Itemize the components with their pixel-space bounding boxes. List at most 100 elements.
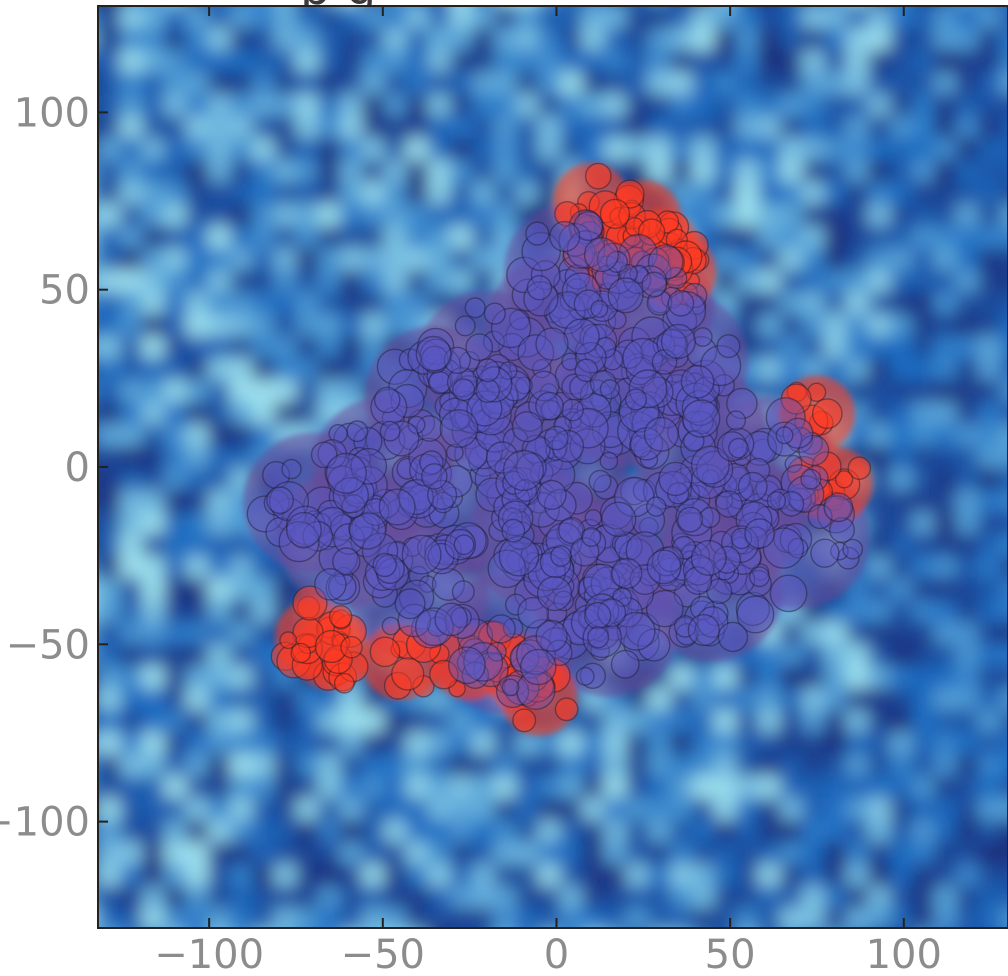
heatmap-cell [98, 930, 121, 953]
heatmap-cell [164, 534, 187, 557]
cell-circle [800, 468, 822, 490]
heatmap-cell [164, 688, 187, 711]
heatmap-cell [934, 116, 957, 139]
cell-circle [646, 549, 682, 585]
heatmap-cell [1000, 886, 1008, 909]
heatmap-cell [186, 600, 209, 623]
cell-circle [353, 426, 383, 456]
heatmap-cell [824, 28, 847, 51]
heatmap-cell [186, 72, 209, 95]
heatmap-cell [714, 710, 737, 733]
heatmap-cell [494, 798, 517, 821]
heatmap-cell [868, 358, 891, 381]
heatmap-cell [780, 50, 803, 73]
heatmap-cell [714, 270, 737, 293]
heatmap-cell [626, 864, 649, 887]
cell-circle [332, 523, 365, 555]
heatmap-cell [98, 402, 99, 425]
heatmap-cell [758, 644, 781, 667]
heatmap-cell [230, 710, 253, 733]
cell-circle [451, 411, 470, 429]
cell-circle [454, 437, 488, 471]
heatmap-cell [604, 798, 627, 821]
heatmap-cell [648, 732, 671, 755]
heatmap-cell [252, 688, 275, 711]
heatmap-cell [868, 226, 891, 249]
cell-circle [416, 415, 443, 442]
x-tick-label: −50 [341, 932, 425, 976]
heatmap-cell [912, 644, 935, 667]
heatmap-cell [120, 182, 143, 205]
heatmap-cell [956, 666, 979, 689]
heatmap-cell [824, 666, 847, 689]
heatmap-cell [186, 776, 209, 799]
heatmap-cell [120, 864, 143, 887]
heatmap-cell [450, 270, 473, 293]
heatmap-cell [538, 138, 561, 161]
cell-circle [356, 510, 388, 541]
heatmap-cell [472, 6, 495, 29]
heatmap-cell [98, 336, 121, 359]
heatmap-cell [736, 94, 759, 117]
cell-circle [365, 420, 406, 461]
heatmap-cell [318, 688, 341, 711]
heatmap-cell [758, 798, 781, 821]
cell-circle [383, 420, 420, 457]
heatmap-cell [604, 72, 627, 95]
heatmap-cell [978, 358, 1001, 381]
heatmap-cell [824, 248, 847, 271]
heatmap-cell [428, 864, 451, 887]
heatmap-cell [626, 160, 649, 183]
heatmap-cell [472, 798, 495, 821]
heatmap-cell [340, 842, 363, 865]
cell-circle [716, 334, 741, 359]
heatmap-cell [274, 226, 297, 249]
heatmap-cell [120, 402, 143, 425]
heatmap-cell [1000, 490, 1008, 513]
heatmap-cell [406, 50, 429, 73]
cell-circle [340, 467, 378, 504]
heatmap-cell [362, 776, 385, 799]
cell-circle [422, 501, 447, 526]
heatmap-cell [934, 182, 957, 205]
cell-circle [449, 522, 487, 560]
heatmap-cell [98, 358, 99, 381]
cell-circle [374, 554, 405, 585]
cell-circle [830, 541, 849, 561]
cell-circle [662, 303, 698, 339]
cell-circle [328, 605, 353, 629]
heatmap-cell [934, 908, 957, 928]
heatmap-cell [582, 820, 605, 843]
heatmap-cell [934, 644, 957, 667]
cell-circle [582, 618, 623, 659]
cell-circle [683, 566, 713, 595]
heatmap-cell [450, 50, 473, 73]
heatmap-cell [824, 798, 847, 821]
cell-circle [508, 309, 530, 331]
heatmap-cell [164, 644, 187, 667]
heatmap-cell [890, 50, 913, 73]
heatmap-cell [934, 578, 957, 601]
cell-circle [285, 505, 326, 546]
heatmap-cell [120, 116, 143, 139]
heatmap-cell [274, 138, 297, 161]
cell-circle [451, 580, 475, 604]
cell-circle [601, 501, 637, 537]
heatmap-cell [846, 358, 869, 381]
heatmap-cell [758, 116, 781, 139]
heatmap-cell [1000, 402, 1008, 425]
heatmap-cell [428, 50, 451, 73]
heatmap-cell [98, 314, 121, 337]
heatmap-cell [230, 336, 253, 359]
cell-circle [497, 500, 534, 537]
heatmap-cell [230, 160, 253, 183]
heatmap-cell [846, 292, 869, 315]
cell-circle [642, 340, 670, 368]
cell-circle [370, 488, 401, 519]
heatmap-cell [252, 380, 275, 403]
cell-circle [589, 389, 607, 408]
heatmap-cell [582, 886, 605, 909]
heatmap-cell [98, 908, 99, 928]
cell-circle [417, 353, 454, 390]
cell-circle [348, 489, 373, 514]
